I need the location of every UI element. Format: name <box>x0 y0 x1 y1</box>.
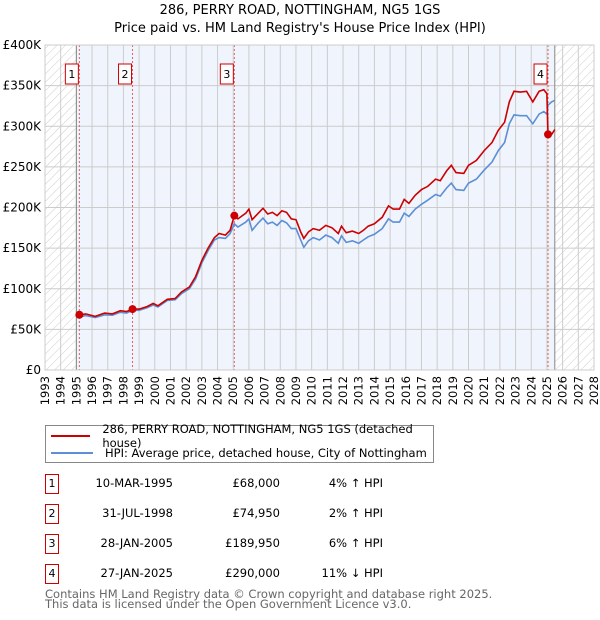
sale-label: 3 <box>223 68 230 81</box>
sale-date: 31-JUL-1998 <box>102 506 173 520</box>
sale-label: 2 <box>122 68 129 81</box>
table-row: 2 31-JUL-1998 £74,950 2% ↑ HPI <box>45 504 445 526</box>
y-tick-label: £250K <box>3 160 43 174</box>
y-tick-label: £0 <box>26 363 41 377</box>
y-tick-label: £200K <box>3 201 43 215</box>
price-chart: 1993 1994 1995 1996 1997 1998 1999 2000 2001 2002… <box>3 38 600 405</box>
sale-label-box <box>118 63 133 85</box>
x-tick-label: 2025 <box>540 376 554 405</box>
table-row: 4 27-JAN-2025 £290,000 11% ↓ HPI <box>45 564 445 586</box>
x-tick-label: 2013 <box>352 376 366 405</box>
x-tick-label: 2027 <box>571 376 585 405</box>
y-tick-label: £300K <box>3 119 43 133</box>
x-tick-label: 2008 <box>273 376 287 405</box>
sale-number-badge: 2 <box>45 504 59 524</box>
sale-price: £290,000 <box>225 566 280 580</box>
plot-border <box>44 44 595 371</box>
y-tick-label: £150K <box>3 241 43 255</box>
x-tick-label: 2010 <box>305 376 319 405</box>
sale-hpi-diff: 11% ↓ HPI <box>321 566 383 580</box>
property-price-line <box>79 88 556 318</box>
x-tick-label: 2018 <box>430 376 444 405</box>
sale-date: 28-JAN-2005 <box>100 536 174 550</box>
sale-point <box>75 310 84 319</box>
x-tick-label: 2011 <box>320 376 334 405</box>
x-tick-label: 1998 <box>116 376 130 405</box>
x-tick-label: 2023 <box>509 376 523 405</box>
x-tick-label: 2009 <box>289 376 303 405</box>
x-tick-label: 2006 <box>242 376 256 405</box>
x-tick-label: 1995 <box>69 376 83 405</box>
sale-hpi-diff: 2% ↑ HPI <box>328 506 383 520</box>
legend-item-property: 286, PERRY ROAD, NOTTINGHAM, NG5 1GS (de… <box>46 422 433 450</box>
x-tick-label: 2026 <box>556 376 570 405</box>
x-tick-label: 2021 <box>477 376 491 405</box>
sale-label-box <box>64 63 79 85</box>
x-tick-label: 2028 <box>587 376 600 405</box>
sale-point <box>230 211 239 220</box>
x-tick-label: 2012 <box>336 376 350 405</box>
hpi-line <box>79 99 556 319</box>
sale-point <box>128 305 137 314</box>
x-tick-label: 1997 <box>101 376 115 405</box>
y-tick-label: £100K <box>3 282 43 296</box>
sale-label: 4 <box>537 68 544 81</box>
sale-label-box <box>533 63 548 85</box>
sale-label: 1 <box>68 68 75 81</box>
x-tick-label: 1994 <box>54 376 68 405</box>
x-tick-label: 2016 <box>399 376 413 405</box>
x-tick-label: 2015 <box>383 376 397 405</box>
y-tick-label: £350K <box>3 79 43 93</box>
chart-subtitle: Price paid vs. HM Land Registry's House … <box>114 21 486 36</box>
x-tick-label: 2002 <box>179 376 193 405</box>
sale-number-badge: 4 <box>45 564 59 584</box>
x-tick-label: 2003 <box>195 376 209 405</box>
y-tick-label: £50K <box>10 322 42 336</box>
x-tick-label: 2004 <box>211 376 225 405</box>
sale-price: £74,950 <box>232 506 280 520</box>
y-tick-label: £400K <box>3 38 43 52</box>
legend-item-hpi: HPI: Average price, detached house, City… <box>46 445 427 461</box>
sale-price: £68,000 <box>232 476 280 490</box>
x-tick-label: 2005 <box>226 376 240 405</box>
legend-swatch-red <box>51 435 91 437</box>
footer-licence: This data is licensed under the Open Gov… <box>45 597 412 611</box>
legend-label: HPI: Average price, detached house, City… <box>105 446 427 460</box>
sale-label-box <box>219 63 234 85</box>
sale-price: £189,950 <box>225 536 280 550</box>
sale-date: 27-JAN-2025 <box>100 566 174 580</box>
x-tick-label: 2000 <box>148 376 162 405</box>
footer: Contains HM Land Registry data © Crown c… <box>45 587 493 611</box>
sale-point <box>544 130 553 139</box>
x-tick-label: 2019 <box>446 376 460 405</box>
table-row: 1 10-MAR-1995 £68,000 4% ↑ HPI <box>45 474 445 496</box>
x-tick-label: 2024 <box>524 376 538 405</box>
chart-legend: 286, PERRY ROAD, NOTTINGHAM, NG5 1GS (de… <box>45 422 434 463</box>
x-tick-label: 1996 <box>85 376 99 405</box>
x-tick-label: 2020 <box>462 376 476 405</box>
x-tick-label: 1993 <box>38 376 52 405</box>
legend-label: 286, PERRY ROAD, NOTTINGHAM, NG5 1GS (de… <box>102 422 413 450</box>
sale-number-badge: 3 <box>45 534 59 554</box>
x-tick-label: 2017 <box>414 376 428 405</box>
sale-date: 10-MAR-1995 <box>95 476 173 490</box>
table-row: 3 28-JAN-2005 £189,950 6% ↑ HPI <box>45 534 445 556</box>
x-tick-label: 2001 <box>163 376 177 405</box>
footer-copyright: Contains HM Land Registry data © Crown c… <box>45 587 493 601</box>
chart-title: 286, PERRY ROAD, NOTTINGHAM, NG5 1GS <box>159 3 441 18</box>
sale-hpi-diff: 6% ↑ HPI <box>328 536 383 550</box>
legend-swatch-blue <box>51 452 93 454</box>
x-tick-label: 1999 <box>132 376 146 405</box>
x-tick-label: 2014 <box>367 376 381 405</box>
sale-hpi-diff: 4% ↑ HPI <box>328 476 383 490</box>
sale-number-badge: 1 <box>45 474 59 494</box>
x-tick-label: 2022 <box>493 376 507 405</box>
x-tick-label: 2007 <box>258 376 272 405</box>
